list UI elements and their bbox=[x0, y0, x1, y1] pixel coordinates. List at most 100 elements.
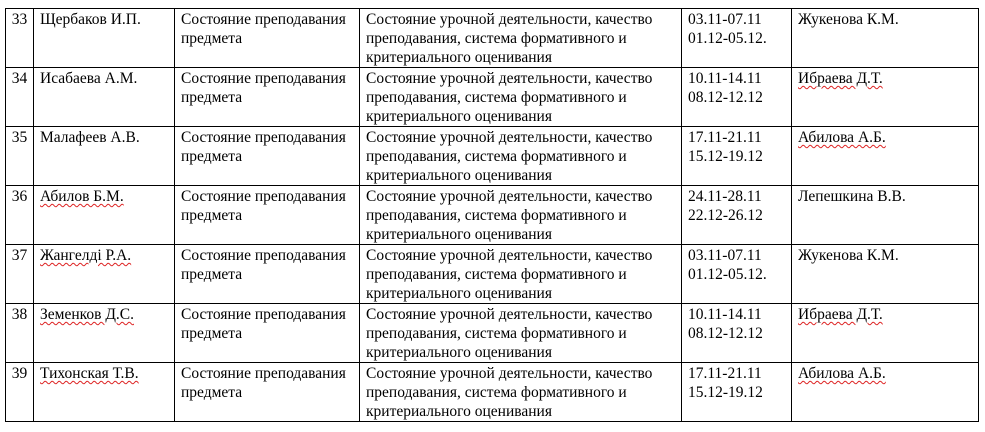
dates-cell: 10.11-14.11 08.12-12.12 bbox=[681, 303, 792, 363]
description-text: Состояние урочной деятельности, качество… bbox=[366, 365, 653, 420]
table-row: 36 Абилов Б.М. Состояние преподавания пред… bbox=[5, 185, 979, 245]
date-range: 22.12-26.12 bbox=[688, 207, 763, 224]
dates-cell: 17.11-21.11 15.12-19.12 bbox=[681, 126, 792, 186]
responsible-name: Ибраева Д.Т. bbox=[798, 70, 883, 87]
subject-text: Состояние преподавания предмета bbox=[181, 129, 346, 165]
subject-cell: Состояние преподавания предмета bbox=[174, 303, 360, 363]
dates-cell: 03.11-07.11 01.12-05.12. bbox=[681, 244, 792, 304]
teacher-name-cell: Земенков Д.С. bbox=[33, 303, 175, 363]
table-row: 39 Тихонская Т.В. Состояние преподавания п… bbox=[5, 362, 979, 422]
description-cell: Состояние урочной деятельности, качество… bbox=[359, 126, 682, 186]
responsible-cell: Ибраева Д.Т. bbox=[791, 67, 979, 127]
description-text: Состояние урочной деятельности, качество… bbox=[366, 11, 653, 66]
description-cell: Состояние урочной деятельности, качество… bbox=[359, 67, 682, 127]
responsible-cell: Абилова А.Б. bbox=[791, 362, 979, 422]
description-text: Состояние урочной деятельности, качество… bbox=[366, 188, 653, 243]
teacher-name: Земенков Д.С. bbox=[40, 306, 134, 323]
row-number-cell: 39 bbox=[5, 362, 34, 422]
responsible-cell: Лепешкина В.В. bbox=[791, 185, 979, 245]
row-number: 33 bbox=[11, 11, 28, 28]
description-cell: Состояние урочной деятельности, качество… bbox=[359, 8, 682, 68]
subject-text: Состояние преподавания предмета bbox=[181, 365, 346, 401]
row-number-cell: 35 bbox=[5, 126, 34, 186]
row-number: 37 bbox=[11, 247, 28, 264]
row-number-cell: 36 bbox=[5, 185, 34, 245]
description-text: Состояние урочной деятельности, качество… bbox=[366, 129, 653, 184]
subject-cell: Состояние преподавания предмета bbox=[174, 185, 360, 245]
subject-cell: Состояние преподавания предмета bbox=[174, 67, 360, 127]
description-text: Состояние урочной деятельности, качество… bbox=[366, 247, 653, 302]
date-range: 03.11-07.11 bbox=[688, 11, 762, 28]
row-number-cell: 34 bbox=[5, 67, 34, 127]
subject-cell: Состояние преподавания предмета bbox=[174, 244, 360, 304]
date-range: 08.12-12.12 bbox=[688, 89, 763, 106]
teacher-name-cell: Жангелді Р.А. bbox=[33, 244, 175, 304]
subject-text: Состояние преподавания предмета bbox=[181, 188, 346, 224]
date-range: 15.12-19.12 bbox=[688, 384, 763, 401]
date-range: 10.11-14.11 bbox=[688, 306, 762, 323]
teacher-name-cell: Малафеев А.В. bbox=[33, 126, 175, 186]
row-number-cell: 37 bbox=[5, 244, 34, 304]
date-range: 03.11-07.11 bbox=[688, 247, 762, 264]
table-row: 38 Земенков Д.С. Состояние преподавания пр… bbox=[5, 303, 979, 363]
table-row: 37 Жангелді Р.А. Состояние преподавания пр… bbox=[5, 244, 979, 304]
responsible-name: Жукенова К.М. bbox=[798, 11, 899, 28]
teacher-name: Щербаков И.П. bbox=[40, 11, 141, 28]
subject-text: Состояние преподавания предмета bbox=[181, 70, 346, 106]
responsible-cell: Абилова А.Б. bbox=[791, 126, 979, 186]
subject-cell: Состояние преподавания предмета bbox=[174, 126, 360, 186]
responsible-cell: Ибраева Д.Т. bbox=[791, 303, 979, 363]
responsible-name: Жукенова К.М. bbox=[798, 247, 899, 264]
responsible-name: Абилова А.Б. bbox=[798, 129, 886, 146]
table-row: 33 Щербаков И.П. Состояние преподавания пр… bbox=[5, 8, 979, 68]
row-number: 34 bbox=[11, 70, 28, 87]
teacher-name: Жангелді Р.А. bbox=[40, 247, 132, 264]
row-number: 38 bbox=[11, 306, 28, 323]
date-range: 08.12-12.12 bbox=[688, 325, 763, 342]
description-cell: Состояние урочной деятельности, качество… bbox=[359, 185, 682, 245]
row-number: 39 bbox=[11, 365, 28, 382]
teacher-name: Малафеев А.В. bbox=[40, 129, 140, 146]
date-range: 17.11-21.11 bbox=[688, 365, 762, 382]
dates-cell: 03.11-07.11 01.12-05.12. bbox=[681, 8, 792, 68]
row-number-cell: 33 bbox=[5, 8, 34, 68]
dates-cell: 17.11-21.11 15.12-19.12 bbox=[681, 362, 792, 422]
description-cell: Состояние урочной деятельности, качество… bbox=[359, 362, 682, 422]
subject-cell: Состояние преподавания предмета bbox=[174, 8, 360, 68]
table-row: 35 Малафеев А.В. Состояние преподавания пр… bbox=[5, 126, 979, 186]
subject-cell: Состояние преподавания предмета bbox=[174, 362, 360, 422]
date-range: 01.12-05.12. bbox=[688, 266, 767, 283]
dates-cell: 24.11-28.11 22.12-26.12 bbox=[681, 185, 792, 245]
subject-text: Состояние преподавания предмета bbox=[181, 247, 346, 283]
schedule-table: 33 Щербаков И.П. Состояние преподавания пр… bbox=[5, 8, 979, 422]
row-number: 35 bbox=[11, 129, 28, 146]
description-cell: Состояние урочной деятельности, качество… bbox=[359, 244, 682, 304]
teacher-name: Исабаева А.М. bbox=[40, 70, 138, 87]
responsible-cell: Жукенова К.М. bbox=[791, 8, 979, 68]
date-range: 17.11-21.11 bbox=[688, 129, 762, 146]
description-text: Состояние урочной деятельности, качество… bbox=[366, 70, 653, 125]
row-number: 36 bbox=[11, 188, 28, 205]
responsible-name: Абилова А.Б. bbox=[798, 365, 886, 382]
table-body: 33 Щербаков И.П. Состояние преподавания пр… bbox=[5, 8, 979, 422]
teacher-name-cell: Абилов Б.М. bbox=[33, 185, 175, 245]
date-range: 15.12-19.12 bbox=[688, 148, 763, 165]
teacher-name: Тихонская Т.В. bbox=[40, 365, 139, 382]
responsible-name: Лепешкина В.В. bbox=[798, 188, 906, 205]
teacher-name-cell: Исабаева А.М. bbox=[33, 67, 175, 127]
subject-text: Состояние преподавания предмета bbox=[181, 306, 346, 342]
row-number-cell: 38 bbox=[5, 303, 34, 363]
date-range: 10.11-14.11 bbox=[688, 70, 762, 87]
teacher-name-cell: Щербаков И.П. bbox=[33, 8, 175, 68]
teacher-name-cell: Тихонская Т.В. bbox=[33, 362, 175, 422]
teacher-name: Абилов Б.М. bbox=[40, 188, 124, 205]
responsible-cell: Жукенова К.М. bbox=[791, 244, 979, 304]
date-range: 24.11-28.11 bbox=[688, 188, 762, 205]
description-text: Состояние урочной деятельности, качество… bbox=[366, 306, 653, 361]
dates-cell: 10.11-14.11 08.12-12.12 bbox=[681, 67, 792, 127]
responsible-name: Ибраева Д.Т. bbox=[798, 306, 883, 323]
description-cell: Состояние урочной деятельности, качество… bbox=[359, 303, 682, 363]
subject-text: Состояние преподавания предмета bbox=[181, 11, 346, 47]
table-row: 34 Исабаева А.М. Состояние преподавания пр… bbox=[5, 67, 979, 127]
date-range: 01.12-05.12. bbox=[688, 30, 767, 47]
